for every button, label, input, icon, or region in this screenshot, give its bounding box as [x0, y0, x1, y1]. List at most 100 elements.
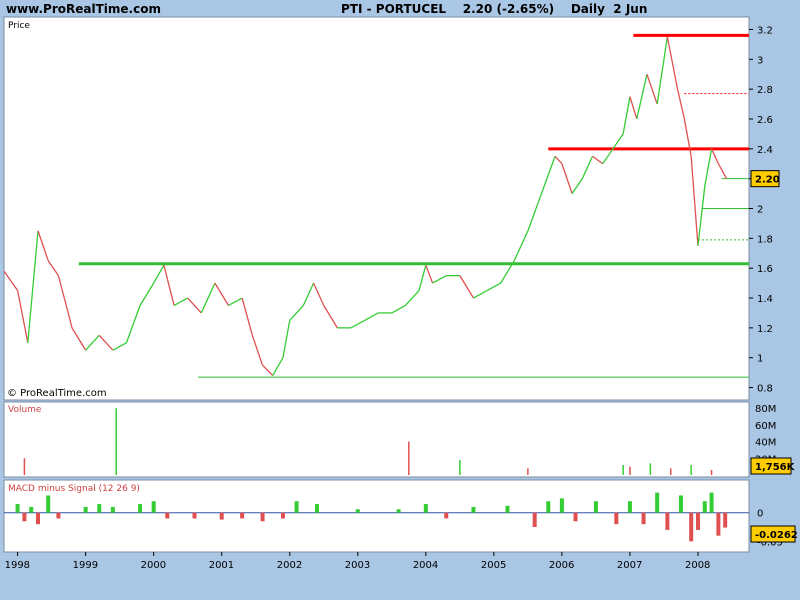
price-segment	[513, 230, 529, 261]
price-segment	[173, 297, 189, 307]
x-axis-tick-label: 2008	[685, 560, 710, 571]
price-segment	[704, 148, 713, 187]
macd-bar	[627, 501, 632, 513]
macd-bar	[689, 512, 694, 542]
x-axis-tick-label: 2005	[481, 560, 506, 571]
macd-bar	[29, 506, 34, 513]
macd-bar	[641, 512, 646, 525]
macd-bar	[593, 501, 598, 513]
price-segment	[228, 297, 243, 307]
price-segment	[364, 312, 379, 321]
price-segment	[37, 230, 49, 261]
price-segment	[125, 305, 141, 344]
price-segment	[98, 334, 114, 351]
x-axis-tick-label: 2001	[209, 560, 234, 571]
last-volume-badge-box	[750, 457, 792, 475]
macd-bar	[151, 501, 156, 513]
price-segment	[697, 186, 706, 246]
price-y-tick-label: 0.8	[757, 384, 773, 395]
macd-bar	[471, 506, 476, 513]
x-axis-tick-label: 1998	[5, 560, 30, 571]
macd-bar	[22, 512, 27, 522]
price-segment	[500, 260, 515, 284]
x-axis-tick-label: 2000	[141, 560, 166, 571]
price-y-tick-label: 2	[757, 205, 763, 216]
macd-bar	[505, 505, 510, 513]
macd-bar	[97, 504, 102, 513]
price-segment	[153, 264, 165, 284]
volume-panel	[3, 401, 750, 478]
price-segment	[289, 305, 304, 321]
macd-bar	[46, 495, 51, 513]
x-axis-tick-label: 2002	[277, 560, 302, 571]
price-segment	[139, 282, 155, 306]
price-segment	[57, 275, 73, 329]
price-segment	[592, 155, 604, 165]
macd-bar	[709, 492, 714, 513]
price-segment	[214, 282, 230, 306]
price-y-tick-label: 2.4	[757, 145, 773, 156]
price-segment	[636, 74, 648, 120]
price-layer	[3, 36, 728, 377]
last-volume-badge: 1,756K	[755, 462, 796, 473]
site-name[interactable]: www.ProRealTime.com	[6, 2, 161, 16]
macd-bar	[165, 512, 170, 519]
price-segment	[629, 96, 638, 120]
price-segment	[473, 289, 488, 299]
price-y-tick-label: 3	[757, 55, 763, 66]
price-segment	[459, 275, 475, 299]
macd-bar	[240, 512, 245, 519]
price-segment	[112, 342, 127, 351]
macd-bar	[614, 512, 619, 525]
macd-bar	[702, 501, 707, 513]
price-segment	[425, 264, 434, 284]
price-segment	[404, 290, 420, 306]
price-y-tick-label: 1.8	[757, 234, 773, 245]
price-segment	[683, 118, 692, 157]
macd-bar	[716, 512, 721, 536]
macd-bar	[83, 506, 88, 513]
chart-header: www.ProRealTime.com PTI - PORTUCEL 2.20 …	[0, 0, 800, 18]
price-segment	[540, 156, 556, 194]
price-y-tick-label: 1.2	[757, 324, 773, 335]
price-segment	[71, 327, 87, 351]
price-segment	[561, 163, 573, 194]
macd-layer	[4, 492, 749, 542]
price-segment	[646, 74, 658, 105]
macd-bar	[294, 501, 299, 513]
macd-bar	[56, 512, 61, 519]
price-y-tick-label: 1.6	[757, 264, 773, 275]
price-segment	[200, 282, 216, 314]
macd-panel-title: MACD minus Signal (12 26 9)	[8, 484, 140, 494]
volume-layer	[23, 408, 713, 475]
price-segment	[554, 155, 563, 165]
macd-bar	[15, 504, 20, 513]
price-segment	[612, 133, 624, 150]
macd-bar	[314, 504, 319, 513]
volume-panel-title: Volume	[8, 405, 42, 415]
levels-layer	[78, 33, 749, 378]
macd-bar	[423, 504, 428, 513]
macd-bar	[573, 512, 578, 522]
macd-bar	[355, 509, 360, 513]
price-y-tick-label: 2.8	[757, 85, 773, 96]
x-axis-tick-label: 2006	[549, 560, 574, 571]
price-segment	[27, 230, 39, 343]
price-segment	[571, 178, 583, 194]
last-price-badge: 2.20	[755, 175, 780, 186]
x-axis-tick-label: 1999	[73, 560, 98, 571]
macd-bar	[192, 512, 197, 519]
price-panel	[3, 16, 750, 401]
price-segment	[241, 297, 253, 336]
x-axis-tick-label: 2004	[413, 560, 438, 571]
price-segment	[262, 364, 274, 377]
price-segment	[676, 88, 685, 120]
price-segment	[47, 260, 59, 277]
macd-bar	[110, 506, 115, 513]
price-segment	[323, 305, 338, 329]
macd-bar	[219, 512, 224, 520]
macd-bar	[396, 509, 401, 513]
price-y-tick-label: 1	[757, 354, 763, 365]
price-segment	[666, 36, 679, 90]
